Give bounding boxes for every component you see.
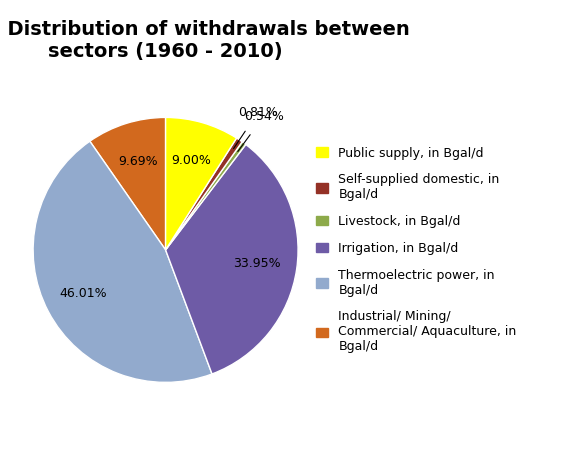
Wedge shape: [166, 118, 236, 250]
Wedge shape: [33, 141, 212, 382]
Legend: Public supply, in Bgal/d, Self-supplied domestic, in
Bgal/d, Livestock, in Bgal/: Public supply, in Bgal/d, Self-supplied …: [311, 141, 522, 358]
Text: 9.00%: 9.00%: [171, 154, 211, 168]
Text: 0.54%: 0.54%: [244, 110, 284, 123]
Text: 9.69%: 9.69%: [118, 155, 158, 168]
Text: 0.81%: 0.81%: [238, 106, 278, 119]
Text: 33.95%: 33.95%: [234, 257, 281, 270]
Title: Overall Distribution of withdrawals between
sectors (1960 - 2010): Overall Distribution of withdrawals betw…: [0, 20, 409, 60]
Wedge shape: [90, 118, 166, 250]
Text: 46.01%: 46.01%: [60, 287, 107, 299]
Wedge shape: [166, 142, 246, 250]
Wedge shape: [166, 144, 298, 374]
Wedge shape: [166, 138, 242, 250]
